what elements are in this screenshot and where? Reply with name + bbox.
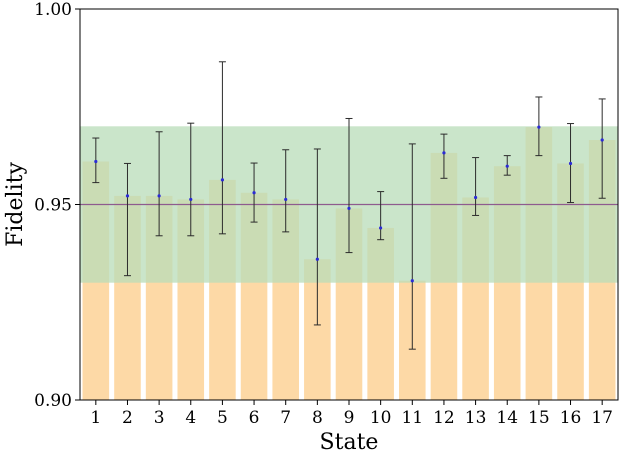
point-6 bbox=[252, 191, 256, 195]
point-15 bbox=[537, 125, 541, 129]
point-2 bbox=[125, 194, 130, 198]
point-16 bbox=[568, 161, 573, 166]
x-tick-label-8: 8 bbox=[312, 408, 323, 428]
error-bars-layer bbox=[92, 61, 606, 350]
point-14 bbox=[505, 164, 509, 168]
x-tick-label-9: 9 bbox=[344, 408, 355, 428]
point-7 bbox=[284, 197, 288, 202]
x-tick-label-15: 15 bbox=[528, 408, 550, 428]
point-17 bbox=[600, 138, 604, 142]
axes-layer: 0.900.951.001 2 3 4 5 6 7 8 9 10 11 12 13 14 15 16 17 bbox=[34, 0, 619, 428]
y-tick-label-1: 0.95 bbox=[34, 196, 72, 216]
point-11 bbox=[410, 279, 414, 283]
x-tick-label-1: 1 bbox=[90, 408, 101, 428]
y-axis-label: Fidelity bbox=[3, 162, 28, 247]
x-tick-label-17: 17 bbox=[591, 408, 613, 428]
labels-layer: State Fidelity bbox=[3, 162, 378, 455]
x-tick-label-2: 2 bbox=[122, 408, 133, 428]
point-1 bbox=[94, 159, 98, 164]
x-tick-label-16: 16 bbox=[560, 408, 582, 428]
x-axis-label: State bbox=[320, 430, 379, 455]
x-tick-label-4: 4 bbox=[185, 408, 196, 428]
y-tick-label-0: 0.90 bbox=[34, 391, 72, 411]
x-tick-label-12: 12 bbox=[433, 408, 455, 428]
point-13 bbox=[473, 195, 478, 200]
y-tick-label-2: 1.00 bbox=[34, 0, 72, 20]
point-5 bbox=[220, 178, 225, 182]
point-3 bbox=[157, 194, 161, 198]
x-tick-label-10: 10 bbox=[370, 408, 392, 428]
x-tick-label-14: 14 bbox=[496, 408, 518, 428]
point-8 bbox=[315, 257, 319, 261]
x-tick-label-7: 7 bbox=[280, 408, 291, 428]
point-12 bbox=[442, 151, 446, 155]
point-9 bbox=[347, 206, 351, 211]
x-tick-label-13: 13 bbox=[465, 408, 487, 428]
point-10 bbox=[379, 226, 383, 230]
point-4 bbox=[189, 197, 193, 202]
x-tick-label-11: 11 bbox=[401, 408, 423, 428]
x-tick-label-5: 5 bbox=[217, 408, 228, 428]
x-tick-label-3: 3 bbox=[154, 408, 165, 428]
x-tick-label-6: 6 bbox=[249, 408, 260, 428]
